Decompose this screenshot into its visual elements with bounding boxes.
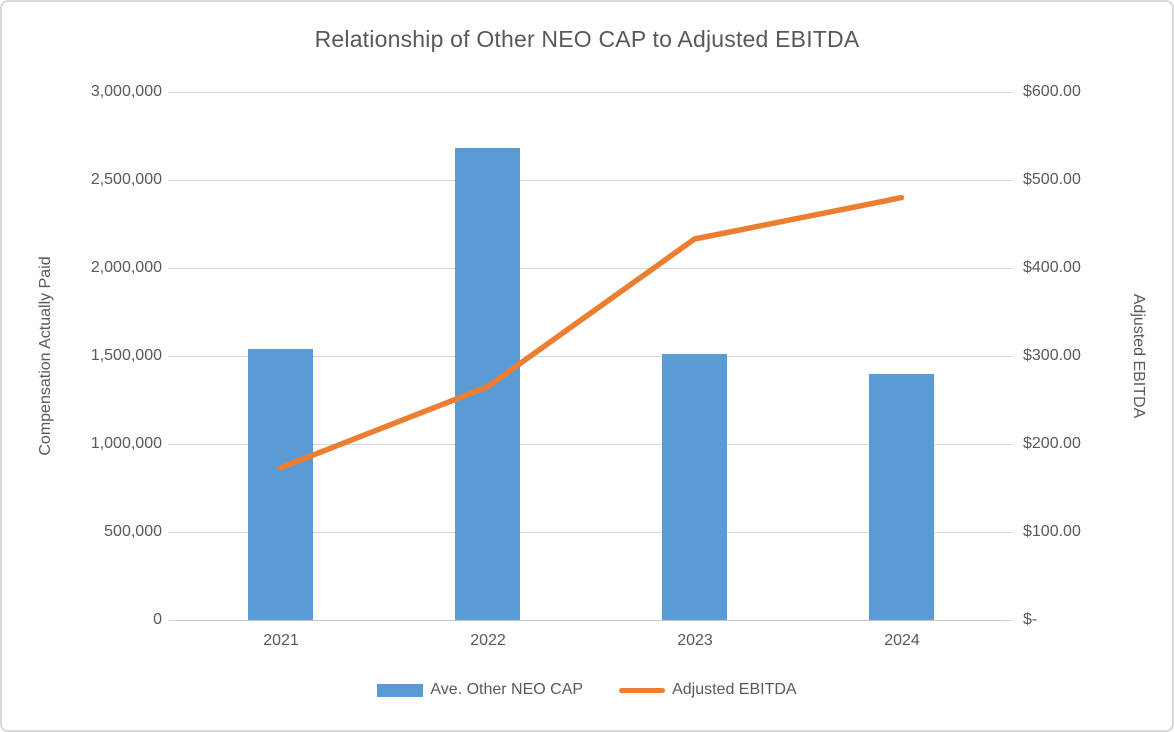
right-axis-tick: [1005, 356, 1014, 357]
gridline: [177, 444, 1005, 445]
right-axis-tick-label: $500.00: [1023, 171, 1081, 188]
left-axis-tick: [168, 92, 177, 93]
bar-2023: [662, 354, 727, 620]
left-axis-tick-label: 1,500,000: [90, 347, 162, 364]
right-axis-tick: [1005, 444, 1014, 445]
gridline: [177, 532, 1005, 533]
left-axis-tick-label: 3,000,000: [90, 83, 162, 100]
x-tick-label-2022: 2022: [470, 632, 506, 649]
right-axis-tick: [1005, 92, 1014, 93]
right-axis-tick-label: $100.00: [1023, 523, 1081, 540]
legend-bar-swatch-icon: [377, 683, 424, 697]
right-axis-tick: [1005, 532, 1014, 533]
left-axis-tick-label: 500,000: [104, 523, 162, 540]
left-axis-tick: [168, 532, 177, 533]
line-path: [277, 194, 905, 471]
legend-label: Adjusted EBITDA: [672, 681, 797, 698]
gridline: [177, 180, 1005, 181]
legend-label: Ave. Other NEO CAP: [430, 681, 584, 698]
x-tick-label-2023: 2023: [677, 632, 713, 649]
right-axis-tick-label: $600.00: [1023, 83, 1081, 100]
right-axis-tick: [1005, 180, 1014, 181]
left-axis-tick-label: 2,500,000: [90, 171, 162, 188]
gridline: [177, 92, 1005, 93]
chart-title: Relationship of Other NEO CAP to Adjuste…: [314, 26, 860, 52]
x-tick-label-2021: 2021: [263, 632, 299, 649]
gridline: [177, 268, 1005, 269]
right-axis-tick: [1005, 268, 1014, 269]
right-axis-tick-label: $200.00: [1023, 435, 1081, 452]
left-axis-tick: [168, 620, 177, 621]
x-axis-line: [177, 620, 1005, 621]
legend-entry: Ave. Other NEO CAP: [377, 681, 583, 699]
legend-entry: Adjusted EBITDA: [619, 681, 797, 699]
right-axis-tick: [1005, 620, 1014, 621]
right-axis-tick-label: $-: [1023, 611, 1038, 628]
bar-2024: [869, 374, 934, 620]
left-axis-tick: [168, 180, 177, 181]
left-axis-tick-label: 0: [153, 611, 162, 628]
left-axis-tick: [168, 268, 177, 269]
plot-area: [177, 92, 1005, 621]
left-axis-tick: [168, 444, 177, 445]
left-axis-tick: [168, 356, 177, 357]
right-axis-tick-label: $300.00: [1023, 347, 1081, 364]
gridline: [177, 356, 1005, 357]
line-series-adjusted-ebitda: [277, 194, 905, 471]
left-axis-tick-label: 2,000,000: [90, 259, 162, 276]
x-tick-label-2024: 2024: [884, 632, 920, 649]
bar-2021: [248, 349, 313, 620]
legend-line-swatch-icon: [619, 687, 666, 693]
legend: Ave. Other NEO CAP Adjusted EBITDA: [2, 681, 1172, 699]
right-axis-tick-label: $400.00: [1023, 259, 1081, 276]
left-axis-tick-label: 1,000,000: [90, 435, 162, 452]
